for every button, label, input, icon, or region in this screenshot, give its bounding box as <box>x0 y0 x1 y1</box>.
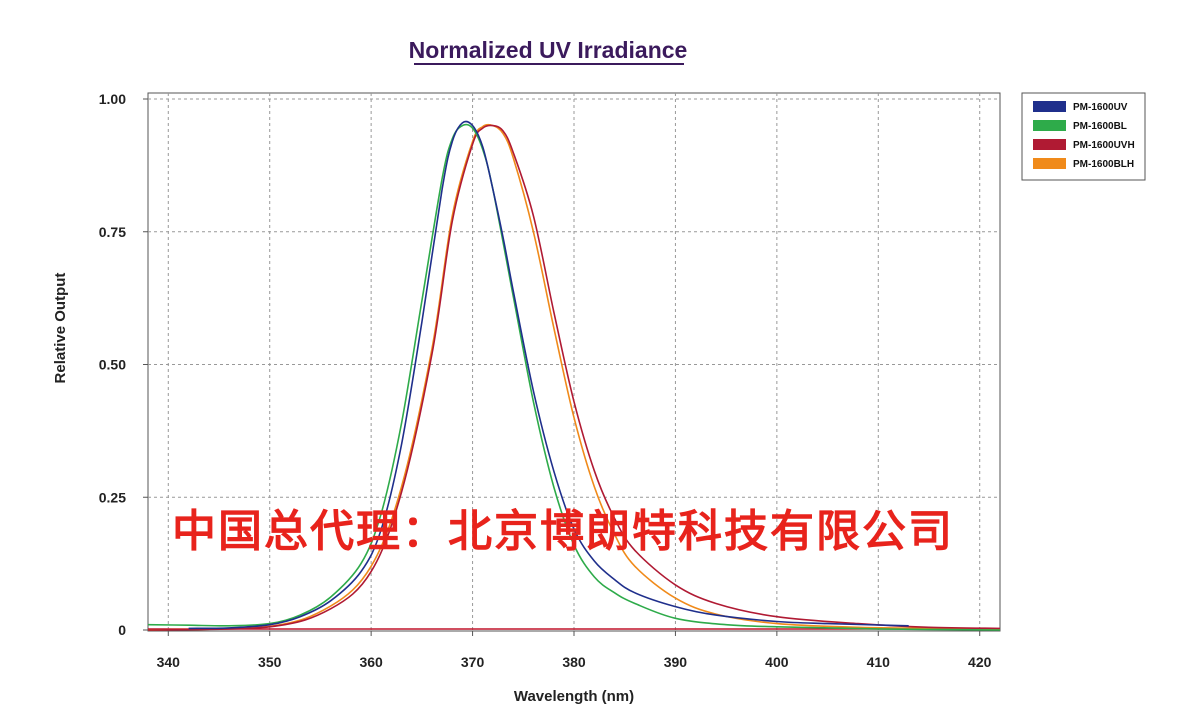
x-tick-label: 350 <box>258 654 282 670</box>
chart-title: Normalized UV Irradiance <box>409 37 688 63</box>
legend-swatch <box>1033 101 1066 112</box>
x-axis-ticks: 340 350 360 370 380 390 400 410 420 <box>157 631 992 670</box>
series-line-pm-1600uvh <box>147 124 1001 631</box>
legend-swatch <box>1033 158 1066 169</box>
x-tick-label: 390 <box>664 654 688 670</box>
y-tick-label: 1.00 <box>99 91 126 107</box>
series-layer <box>147 120 1001 631</box>
x-tick-label: 410 <box>867 654 891 670</box>
legend-label: PM-1600BL <box>1073 121 1127 132</box>
legend-label: PM-1600UV <box>1073 102 1128 113</box>
y-axis-label: Relative Output <box>52 273 69 384</box>
legend-swatch <box>1033 120 1066 131</box>
x-tick-label: 360 <box>359 654 383 670</box>
legend: PM-1600UV PM-1600BL PM-1600UVH PM-1600BLH <box>1021 92 1146 181</box>
watermark-text: 中国总代理：北京博朗特科技有限公司 <box>172 506 954 557</box>
y-tick-label: 0 <box>118 622 126 638</box>
y-tick-label: 0.50 <box>99 357 126 373</box>
y-axis-ticks: 0 0.25 0.50 0.75 1.00 <box>99 91 148 638</box>
grid <box>148 93 1000 631</box>
series-line-pm-1600uv <box>188 120 909 630</box>
x-tick-label: 400 <box>765 654 789 670</box>
x-tick-label: 380 <box>562 654 586 670</box>
x-tick-label: 340 <box>157 654 181 670</box>
y-tick-label: 0.75 <box>99 224 126 240</box>
y-tick-label: 0.25 <box>99 489 126 505</box>
x-tick-label: 420 <box>968 654 992 670</box>
x-tick-label: 370 <box>461 654 485 670</box>
legend-label: PM-1600BLH <box>1073 159 1134 170</box>
x-axis-label: Wavelength (nm) <box>514 688 634 705</box>
legend-label: PM-1600UVH <box>1073 140 1135 151</box>
legend-swatch <box>1033 139 1066 150</box>
series-line-pm-1600bl <box>147 123 1001 631</box>
